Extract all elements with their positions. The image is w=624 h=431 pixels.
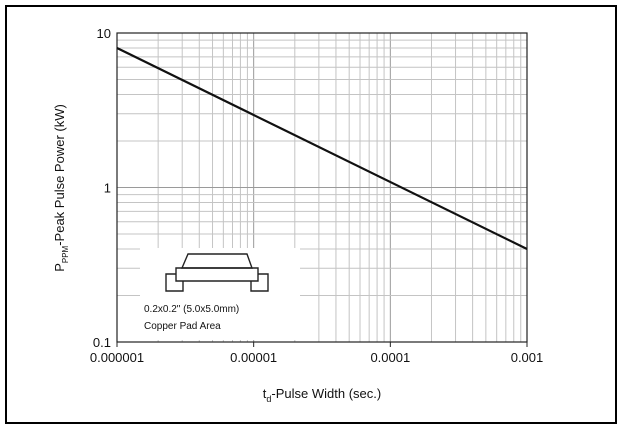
- x-axis-label-sub: d: [266, 394, 271, 404]
- x-axis-label-main: t: [263, 386, 267, 401]
- y-tick-label: 1: [104, 181, 111, 196]
- inset-line-2: Copper Pad Area: [144, 321, 221, 332]
- inset-line-1: 0.2x0.2" (5.0x5.0mm): [144, 304, 239, 315]
- x-tick-label: 0.00001: [230, 350, 277, 365]
- smd-package-icon: [165, 253, 269, 292]
- y-tick-label: 10: [97, 26, 111, 41]
- inset-background: [140, 248, 300, 340]
- series-group: [116, 47, 528, 250]
- x-tick-label: 0.001: [511, 350, 544, 365]
- tick-labels: 0.000001 0.00001 0.0001 0.001 0.1 1 10: [90, 26, 543, 365]
- y-axis-label-rest: -Peak Pulse Power (kW): [52, 104, 67, 246]
- x-tick-label: 0.0001: [370, 350, 410, 365]
- x-axis-label-rest: -Pulse Width (sec.): [271, 386, 381, 401]
- inset-legend: 0.2x0.2" (5.0x5.0mm) Copper Pad Area: [140, 248, 300, 340]
- plot-border: [116, 32, 528, 343]
- y-tick-label: 0.1: [93, 335, 111, 350]
- series-line-0: [116, 47, 528, 250]
- y-axis-label-sub: PPM: [61, 245, 70, 263]
- x-tick-label: 0.000001: [90, 350, 144, 365]
- y-axis-label-main: P: [52, 263, 67, 272]
- x-axis-label: td-Pulse Width (sec.): [263, 386, 381, 404]
- y-axis-label: PPPM-Peak Pulse Power (kW): [52, 104, 70, 272]
